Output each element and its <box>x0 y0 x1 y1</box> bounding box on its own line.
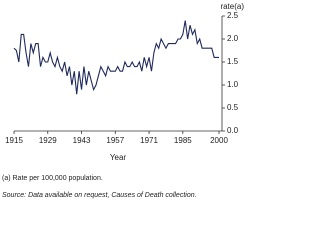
x-tick-label: 1985 <box>174 136 192 145</box>
x-tick-label: 1943 <box>73 136 91 145</box>
source: Source: Data available on request, Cause… <box>2 192 197 199</box>
y-tick-label: 2.5 <box>227 11 239 20</box>
x-tick-label: 1971 <box>140 136 158 145</box>
x-tick-label: 1929 <box>39 136 57 145</box>
x-tick-label: 1915 <box>5 136 23 145</box>
y-tick-label: 2.0 <box>227 34 239 43</box>
line <box>13 20 219 95</box>
y-axis-label: rate(a) <box>220 2 244 11</box>
footnote: (a) Rate per 100,000 population. <box>2 175 103 182</box>
y-tick-label: 0.0 <box>227 126 239 135</box>
y-tick-label: 1.5 <box>227 57 239 66</box>
y-tick-label: 1.0 <box>227 80 239 89</box>
x-tick-label: 1957 <box>106 136 124 145</box>
y-tick-label: 0.5 <box>227 103 239 112</box>
chart: rate(a) Year (a) Rate per 100,000 popula… <box>2 2 244 199</box>
x-tick-label: 2000 <box>210 136 228 145</box>
x-axis-label: Year <box>110 153 127 162</box>
